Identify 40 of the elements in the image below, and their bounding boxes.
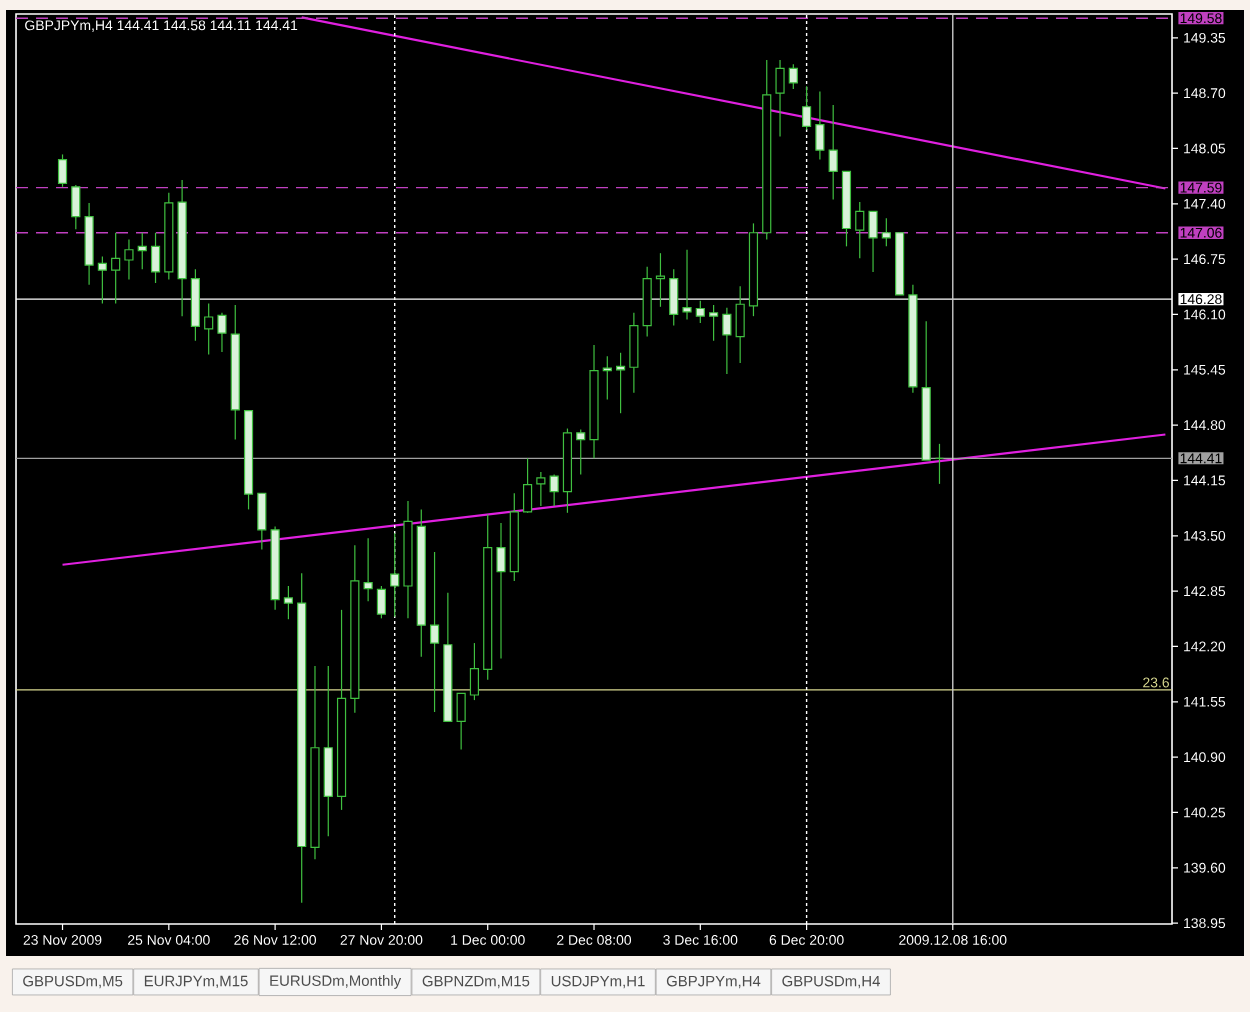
- candlestick: [390, 532, 400, 618]
- candlestick: [429, 551, 440, 713]
- candlestick: [71, 184, 81, 230]
- candlestick: [669, 268, 679, 327]
- candlestick: [549, 473, 559, 507]
- candlestick: [855, 201, 865, 259]
- candlestick: [682, 249, 692, 321]
- candlestick: [642, 266, 652, 338]
- candlestick: [496, 522, 506, 659]
- candlestick: [376, 585, 386, 619]
- candlestick: [190, 268, 200, 342]
- candlestick: [111, 232, 121, 304]
- candlestick: [217, 312, 227, 353]
- candlestick: [283, 585, 293, 620]
- candlestick: [576, 428, 586, 476]
- candlestick: [629, 312, 639, 394]
- candlestick: [722, 307, 732, 375]
- candlestick: [536, 471, 546, 507]
- candlestick: [57, 153, 68, 188]
- candlestick: [828, 104, 838, 201]
- candlestick: [881, 217, 891, 247]
- candlestick: [456, 692, 466, 751]
- candlestick: [204, 302, 214, 356]
- candlestick: [775, 59, 785, 138]
- candlestick: [815, 90, 825, 161]
- candlestick: [788, 63, 798, 90]
- candlestick: [735, 285, 745, 364]
- candlestick: [363, 537, 373, 602]
- candlestick: [522, 457, 533, 514]
- candlestick: [150, 232, 161, 284]
- candlestick: [124, 238, 134, 281]
- candlestick: [695, 300, 705, 324]
- candlestick: [709, 304, 719, 342]
- candlestick: [868, 210, 878, 273]
- candlestick: [469, 642, 480, 701]
- candlestick: [97, 255, 107, 304]
- candlestick: [137, 232, 147, 270]
- candlestick: [802, 85, 812, 131]
- candlestick: [257, 492, 267, 551]
- candlestick: [602, 355, 612, 401]
